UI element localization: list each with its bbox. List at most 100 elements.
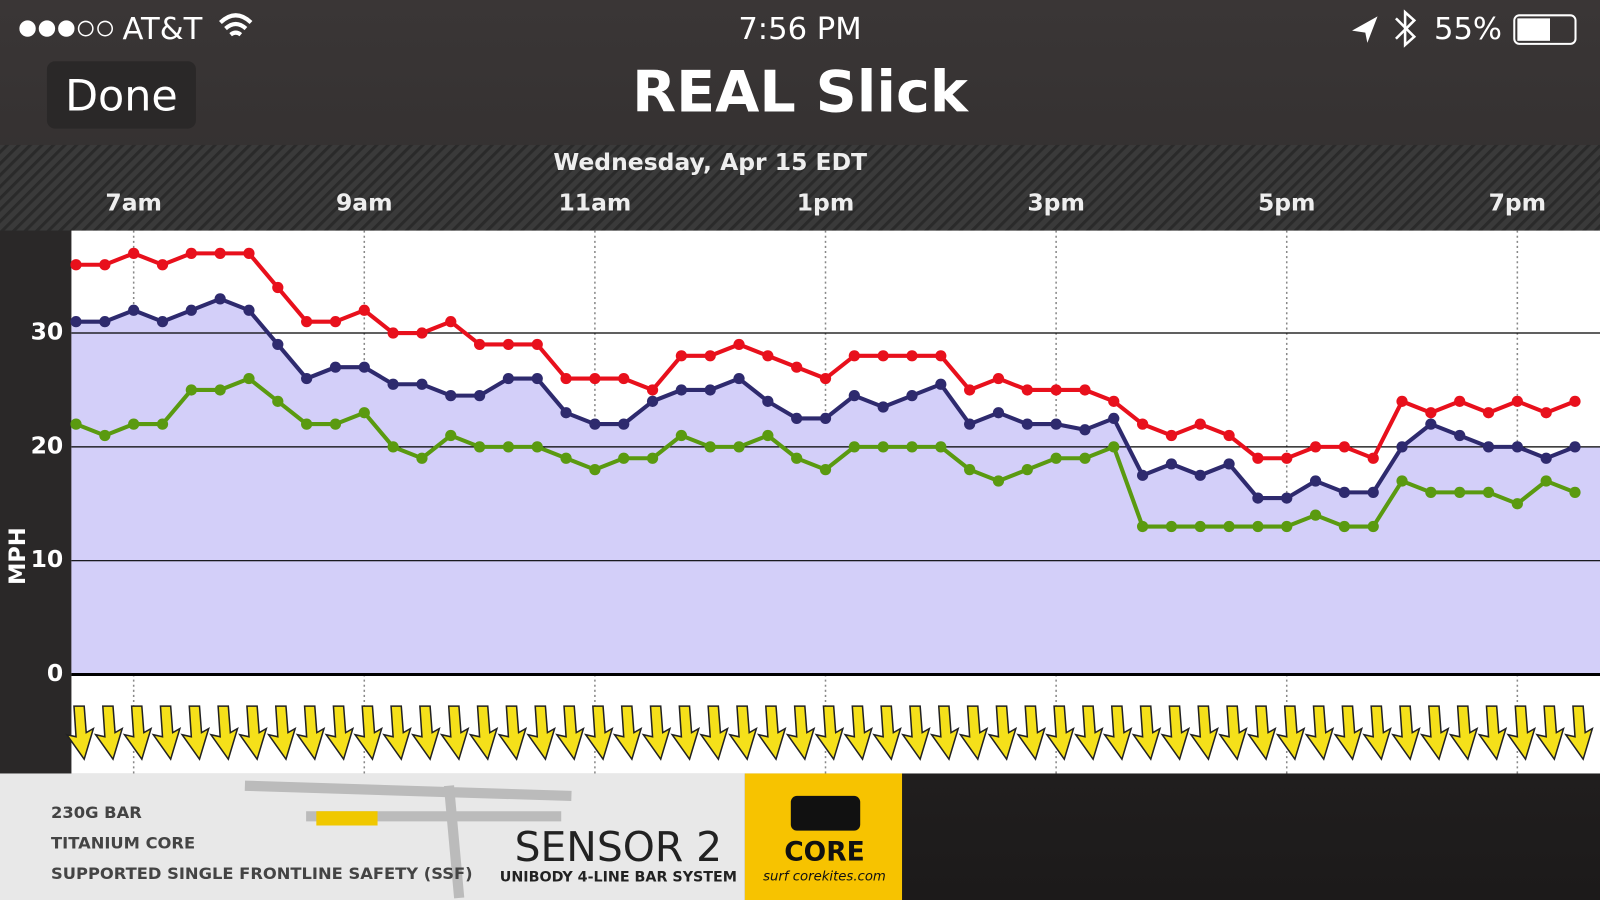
data-point	[906, 350, 918, 362]
data-point	[1021, 418, 1033, 430]
data-point	[301, 372, 313, 385]
wind-arrow	[1160, 705, 1191, 761]
data-point	[733, 441, 745, 453]
wind-arrow	[699, 705, 729, 761]
data-point	[1396, 475, 1408, 487]
wind-arrow	[410, 705, 441, 761]
battery-text: 55%	[1434, 12, 1502, 47]
data-point	[1367, 452, 1379, 464]
data-point	[877, 401, 889, 413]
wind-arrow	[382, 705, 412, 761]
x-tick-label: 1pm	[797, 189, 855, 217]
data-point	[1281, 520, 1293, 533]
data-point	[1194, 520, 1206, 533]
data-point	[1165, 520, 1178, 533]
data-point	[1223, 429, 1235, 442]
data-point	[358, 304, 370, 316]
data-point	[185, 247, 197, 259]
data-point	[185, 304, 197, 316]
wind-arrow	[295, 705, 326, 761]
wind-arrow	[929, 705, 960, 761]
wind-arrow	[324, 705, 355, 761]
battery-icon	[1513, 14, 1577, 45]
ad-url: surf corekites.com	[763, 870, 886, 885]
wind-arrow	[1246, 705, 1277, 761]
data-point	[99, 259, 111, 271]
data-point	[272, 281, 284, 294]
data-point	[416, 452, 428, 464]
data-point	[1367, 520, 1379, 533]
wind-arrow	[1275, 705, 1306, 761]
wind-arrow	[1391, 705, 1421, 761]
data-point	[128, 418, 140, 430]
signal	[19, 20, 114, 37]
wind-arrow	[958, 705, 989, 761]
data-point	[819, 412, 832, 425]
wind-arrow	[1362, 705, 1392, 761]
data-point	[128, 304, 140, 316]
x-tick-label: 3pm	[1027, 189, 1085, 217]
wind-arrow	[785, 705, 816, 761]
wind-arrow	[1073, 705, 1104, 761]
data-point	[1569, 486, 1581, 498]
data-point	[1454, 395, 1466, 407]
wind-arrow	[555, 705, 585, 761]
wind-arrow	[1506, 705, 1536, 761]
ad-brand-panel[interactable]	[744, 773, 903, 900]
data-point	[560, 372, 572, 385]
data-point	[1540, 407, 1552, 419]
wind-arrow	[209, 705, 239, 761]
data-point	[1050, 452, 1062, 464]
data-point	[1021, 464, 1033, 476]
data-point	[70, 418, 82, 430]
data-point	[1338, 486, 1350, 498]
wind-arrow	[641, 705, 672, 761]
wifi-icon	[219, 13, 253, 37]
chart-subtitle: Wednesday, Apr 15 EDT	[553, 148, 867, 176]
data-point	[1108, 441, 1120, 453]
data-point	[416, 378, 428, 390]
wind-arrow	[1131, 705, 1162, 761]
data-point	[704, 350, 716, 362]
battery-level	[1517, 18, 1550, 41]
wind-arrow	[122, 705, 153, 761]
data-point	[329, 316, 342, 328]
data-point	[618, 418, 630, 430]
data-point	[1108, 412, 1120, 425]
data-point	[762, 350, 774, 362]
data-point	[1425, 407, 1437, 419]
data-point	[387, 327, 399, 339]
x-tick-label: 9am	[336, 189, 393, 217]
data-point	[272, 395, 284, 407]
data-point	[877, 441, 889, 453]
wind-arrow	[1016, 705, 1046, 761]
wind-arrow	[151, 705, 182, 761]
x-tick-label: 11am	[558, 189, 631, 217]
done-button[interactable]	[46, 61, 196, 129]
data-point	[473, 441, 486, 453]
y-axis-panel	[0, 230, 72, 774]
data-point	[589, 372, 601, 385]
done-label[interactable]: Done	[65, 71, 178, 121]
wind-arrow	[238, 705, 268, 761]
data-point	[185, 384, 197, 396]
data-point	[1194, 418, 1206, 430]
data-point	[243, 247, 255, 259]
data-point	[387, 378, 399, 390]
data-point	[214, 293, 226, 305]
data-point	[1021, 384, 1033, 396]
data-point	[906, 390, 918, 402]
ad-feature: SUPPORTED SINGLE FRONTLINE SAFETY (SSF)	[51, 864, 473, 883]
data-point	[243, 372, 255, 385]
data-point	[1136, 469, 1149, 481]
wind-arrow	[583, 705, 614, 761]
data-point	[1079, 452, 1091, 464]
data-point	[445, 316, 457, 328]
wind-arrow	[1535, 705, 1565, 761]
data-point	[992, 372, 1005, 385]
data-point	[416, 327, 428, 339]
data-point	[1425, 418, 1437, 430]
data-point	[1165, 458, 1178, 470]
data-point	[589, 464, 601, 476]
data-point	[848, 350, 860, 362]
